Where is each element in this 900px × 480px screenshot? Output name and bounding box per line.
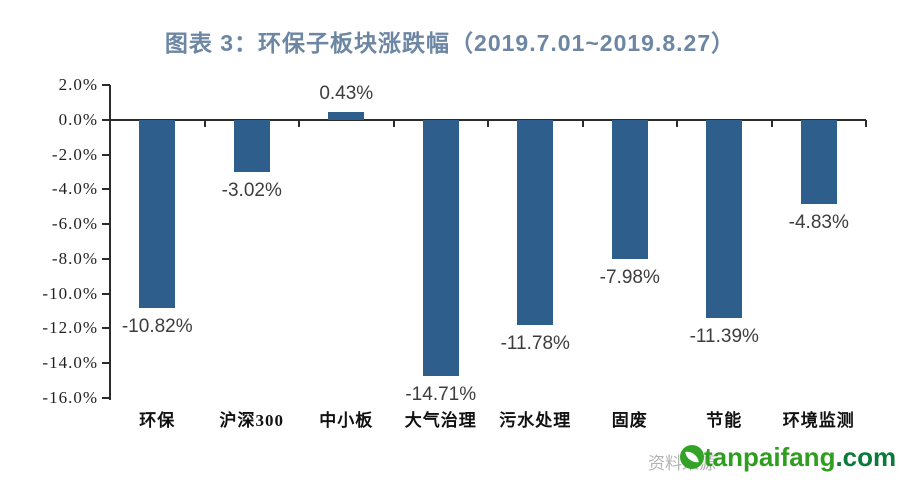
x-tick-mark bbox=[581, 119, 584, 127]
x-tick-mark bbox=[203, 119, 206, 127]
y-tick-mark bbox=[102, 327, 110, 330]
y-tick-label: 0.0% bbox=[58, 109, 98, 129]
bar-value-label: -7.98% bbox=[599, 266, 660, 288]
bar-value-label: -10.82% bbox=[121, 315, 193, 337]
x-tick-label: 节能 bbox=[706, 411, 743, 430]
watermark-text: tanpaifang.com bbox=[704, 442, 896, 473]
watermark-main: tanpaifang bbox=[704, 442, 836, 472]
x-tick-label: 环境监测 bbox=[782, 411, 855, 430]
y-tick-label: -14.0% bbox=[42, 353, 98, 373]
y-tick-mark bbox=[102, 397, 110, 399]
bar-0 bbox=[139, 119, 176, 308]
bar-value-label: -11.39% bbox=[689, 325, 759, 347]
bar-2 bbox=[328, 112, 365, 120]
y-tick-mark bbox=[102, 223, 110, 226]
footer: 资料来源 tanpaifang.com bbox=[648, 442, 898, 473]
x-tick-mark bbox=[676, 119, 678, 127]
x-tick-mark bbox=[865, 119, 867, 127]
leaf-icon bbox=[685, 450, 699, 464]
watermark-suffix: .com bbox=[835, 442, 897, 472]
y-tick-label: -4.0% bbox=[51, 179, 98, 199]
bar-5 bbox=[611, 119, 648, 259]
y-tick-label: -16.0% bbox=[42, 388, 98, 407]
y-tick-mark bbox=[102, 84, 110, 86]
y-tick-label: -6.0% bbox=[51, 214, 98, 234]
y-tick-mark bbox=[102, 362, 110, 365]
y-tick-label: -8.0% bbox=[51, 248, 98, 268]
x-tick-label: 固废 bbox=[611, 411, 648, 430]
y-tick-label: -12.0% bbox=[42, 318, 98, 338]
x-tick-label: 中小板 bbox=[319, 411, 374, 430]
y-tick-mark bbox=[102, 118, 110, 121]
x-tick-mark bbox=[298, 119, 300, 127]
x-tick-mark bbox=[392, 119, 395, 127]
y-tick-mark bbox=[102, 188, 110, 191]
y-tick-label: -2.0% bbox=[51, 144, 98, 164]
y-tick-label: 2.0% bbox=[58, 75, 98, 94]
x-tick-label: 环保 bbox=[139, 411, 176, 430]
x-tick-label: 沪深300 bbox=[219, 411, 284, 430]
y-tick-mark bbox=[102, 153, 110, 156]
x-tick-label: 大气治理 bbox=[404, 411, 477, 430]
y-tick-label: -10.0% bbox=[42, 283, 98, 303]
bar-4 bbox=[517, 119, 554, 325]
chart-title: 图表 3：环保子板块涨跌幅（2019.7.01~2019.8.27） bbox=[164, 30, 736, 56]
bar-value-label: -11.78% bbox=[500, 332, 570, 354]
bar-1 bbox=[233, 119, 270, 173]
y-axis-line bbox=[109, 85, 111, 400]
bar-value-label: -14.71% bbox=[405, 383, 477, 405]
bar-value-label: 0.43% bbox=[319, 83, 374, 105]
tanpaifang-logo-icon bbox=[680, 445, 704, 469]
bar-6 bbox=[706, 119, 743, 318]
x-tick-mark bbox=[487, 119, 489, 127]
bar-value-label: -4.83% bbox=[788, 211, 849, 233]
bar-value-label: -3.02% bbox=[221, 180, 282, 202]
x-tick-label: 污水处理 bbox=[499, 411, 572, 430]
y-tick-mark bbox=[102, 292, 110, 295]
y-tick-mark bbox=[102, 257, 110, 260]
x-tick-mark bbox=[770, 119, 773, 127]
bar-3 bbox=[422, 119, 459, 376]
bar-7 bbox=[800, 119, 837, 204]
